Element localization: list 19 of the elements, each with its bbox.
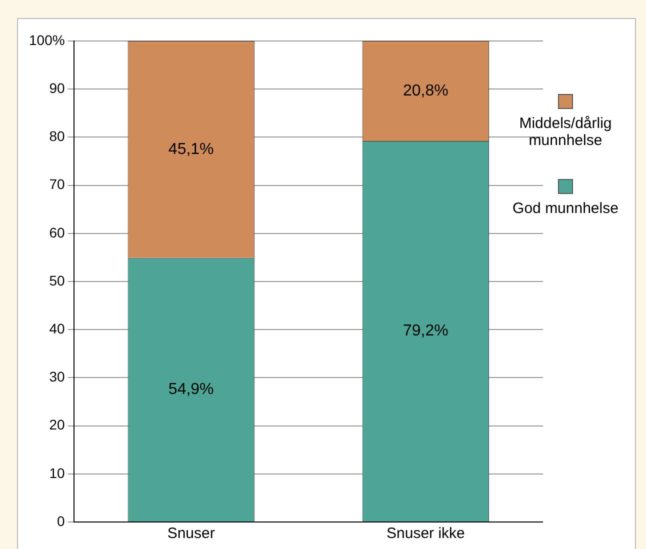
y-tick-label: 40 [49, 320, 66, 336]
data-label: 54,9% [168, 381, 214, 398]
y-tick-label: 10 [49, 464, 66, 481]
x-tick-label: Snuser ikke [386, 525, 465, 542]
data-label: 79,2% [403, 322, 448, 340]
data-label: 45,1% [168, 140, 214, 158]
y-tick-label: 0 [57, 512, 66, 529]
x-tick-label: Snuser [167, 525, 215, 542]
legend-label: God munnhelse [512, 200, 618, 217]
y-tick-label: 90 [49, 80, 66, 96]
y-tick-label: 80 [49, 128, 66, 144]
y-tick-label: 60 [49, 224, 66, 240]
y-tick-label: 100% [28, 32, 65, 48]
data-label: 20,8% [403, 82, 448, 100]
y-tick-label: 70 [49, 176, 66, 192]
y-tick-label: 50 [49, 272, 66, 288]
y-tick-label: 30 [49, 368, 66, 385]
y-tick-label: 20 [49, 416, 66, 433]
legend-label: Middels/dårlig munnhelse [518, 115, 613, 149]
